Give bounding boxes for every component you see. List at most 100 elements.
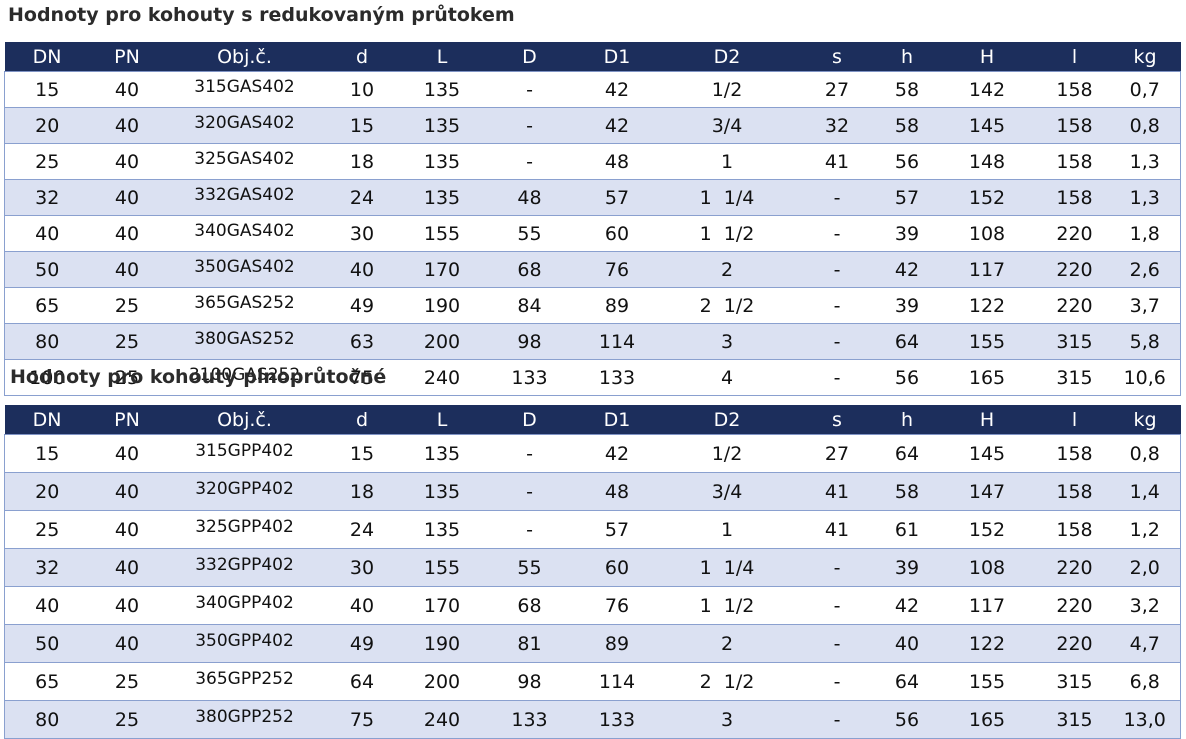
column-header: D2 (659, 405, 795, 435)
table-cell: 133 (484, 700, 575, 739)
column-header: d (324, 42, 400, 72)
table-cell: 4 (659, 359, 795, 396)
table-cell: 1,3 (1109, 143, 1181, 180)
table-cell: 68 (484, 251, 575, 288)
table-cell: 15 (324, 107, 400, 144)
table-cell: 39 (879, 215, 935, 252)
table-cell: 55 (484, 215, 575, 252)
column-header: h (879, 42, 935, 72)
table-row: 25 40 325GPP402 24 135-57 1 41 61 152 158 1,2 (4, 510, 1181, 549)
table-cell: - (484, 472, 575, 511)
table-cell: 27 (794, 434, 880, 473)
table-row: 50 40 350GPP402 49 190 81 89 2-40 122 220 4,7 (4, 624, 1181, 663)
table-cell: 240 (399, 359, 485, 396)
table-cell: 165 (934, 359, 1040, 396)
table-cell: 158 (1039, 71, 1110, 108)
table-cell: 155 (399, 548, 485, 587)
table-cell: 220 (1039, 586, 1110, 625)
table-cell: 32 (794, 107, 880, 144)
table-row: 65 25 365GAS252 49 190 84 89 2 1/2-39 122 220 3,7 (4, 287, 1181, 324)
table-cell: 1 1/2 (659, 586, 795, 625)
table-cell: 61 (879, 510, 935, 549)
table-cell: 48 (484, 179, 575, 216)
table-cell: 55 (484, 548, 575, 587)
table-cell: 315GPP402 (164, 434, 325, 473)
column-header: kg (1109, 405, 1181, 435)
table-cell: 32 (4, 179, 90, 216)
table-cell: 10 (324, 71, 400, 108)
table-cell: 40 (879, 624, 935, 663)
table-cell: 170 (399, 251, 485, 288)
table-cell: 42 (879, 251, 935, 288)
table-cell: 135 (399, 434, 485, 473)
table-cell: 117 (934, 586, 1040, 625)
table-cell: 20 (4, 472, 90, 511)
table-cell: 145 (934, 434, 1040, 473)
table-cell: 18 (324, 472, 400, 511)
table-cell: 148 (934, 143, 1040, 180)
table-cell: 320GPP402 (164, 472, 325, 511)
table-cell: 108 (934, 548, 1040, 587)
table-row: 20 40 320GAS402 15 135-42 3/4 32 58 145 158 0,8 (4, 107, 1181, 144)
table-cell: 117 (934, 251, 1040, 288)
table-row: 15 40 315GAS402 10 135-42 1/2 27 58 142 158 0,7 (4, 71, 1181, 108)
table-cell: 1 1/4 (659, 548, 795, 587)
table-cell: 3/4 (659, 472, 795, 511)
column-header: L (399, 42, 485, 72)
column-header: DN (4, 405, 90, 435)
section-title-full-bore: Hodnoty pro kohouty plnoprůtočné (10, 366, 387, 388)
table-cell: 18 (324, 143, 400, 180)
table-cell: 108 (934, 215, 1040, 252)
table-cell: 64 (879, 434, 935, 473)
table-cell: 133 (574, 700, 660, 739)
table-cell: - (484, 107, 575, 144)
table-cell: 27 (794, 71, 880, 108)
table-cell: - (794, 586, 880, 625)
table-cell: 64 (879, 662, 935, 701)
column-header: d (324, 405, 400, 435)
column-header: h (879, 405, 935, 435)
table-cell: 1/2 (659, 434, 795, 473)
table-cell: 155 (934, 323, 1040, 360)
table-cell: - (794, 287, 880, 324)
table-cell: 25 (89, 700, 165, 739)
column-header: l (1039, 42, 1110, 72)
table-cell: 135 (399, 472, 485, 511)
table-cell: 76 (574, 251, 660, 288)
table-cell: 1 1/2 (659, 215, 795, 252)
table-cell: 3,2 (1109, 586, 1181, 625)
table-row: 65 25 365GPP252 64 200 98 114 2 1/2-64 155 315 6,8 (4, 662, 1181, 701)
table-cell: 1/2 (659, 71, 795, 108)
table-cell: 340GAS402 (164, 215, 325, 252)
table-cell: 190 (399, 287, 485, 324)
table-row: 100 25 3100GAS252 75 240 133 133 4-56 165 315 10,6 (4, 359, 1181, 396)
table-cell: 40 (4, 586, 90, 625)
table-cell: 220 (1039, 251, 1110, 288)
table-cell: 40 (89, 251, 165, 288)
table-cell: 75 (324, 700, 400, 739)
table-cell: 58 (879, 472, 935, 511)
table-cell: 40 (89, 510, 165, 549)
table-cell: 100 (4, 359, 90, 396)
table-cell: 49 (324, 287, 400, 324)
table-cell: 40 (89, 107, 165, 144)
table-cell: 380GAS252 (164, 323, 325, 360)
table-cell: 155 (399, 215, 485, 252)
column-header: D1 (574, 42, 660, 72)
table-cell: 122 (934, 624, 1040, 663)
table-cell: 152 (934, 510, 1040, 549)
table-row: 25 40 325GAS402 18 135-48 1 41 56 148 158 1,3 (4, 143, 1181, 180)
table-cell: 114 (574, 662, 660, 701)
table-cell: 2 (659, 251, 795, 288)
table-cell: 25 (4, 143, 90, 180)
table-cell: 147 (934, 472, 1040, 511)
table-cell: 158 (1039, 107, 1110, 144)
table-cell: 89 (574, 624, 660, 663)
table-cell: 0,8 (1109, 107, 1181, 144)
table-cell: 64 (879, 323, 935, 360)
table-cell: 40 (89, 434, 165, 473)
table-cell: 42 (574, 71, 660, 108)
table-cell: 98 (484, 323, 575, 360)
column-header: Obj.č. (164, 405, 325, 435)
